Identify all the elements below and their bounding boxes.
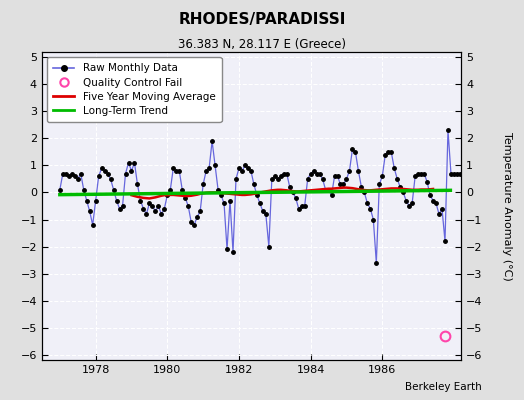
Text: RHODES/PARADISSI: RHODES/PARADISSI <box>178 12 346 27</box>
Y-axis label: Temperature Anomaly (°C): Temperature Anomaly (°C) <box>502 132 512 280</box>
Text: 36.383 N, 28.117 E (Greece): 36.383 N, 28.117 E (Greece) <box>178 38 346 51</box>
Legend: Raw Monthly Data, Quality Control Fail, Five Year Moving Average, Long-Term Tren: Raw Monthly Data, Quality Control Fail, … <box>47 57 222 122</box>
Text: Berkeley Earth: Berkeley Earth <box>406 382 482 392</box>
